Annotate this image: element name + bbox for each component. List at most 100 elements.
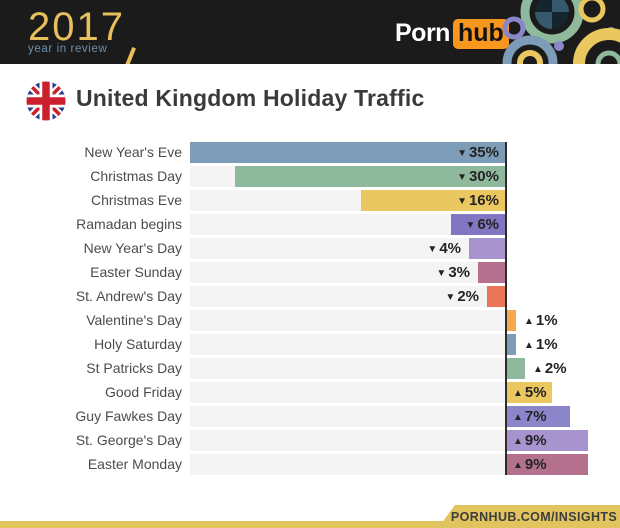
- category-label: Ramadan begins: [76, 216, 182, 232]
- triangle-up-icon: ▲: [524, 315, 534, 327]
- footer-strip: [0, 521, 620, 528]
- triangle-up-icon: ▲: [533, 363, 543, 375]
- bar-track: ▼ 4%: [190, 238, 505, 259]
- chart-row: Christmas Day ▼ 30%: [0, 166, 620, 187]
- value-label: ▼ 35%: [457, 144, 499, 161]
- category-label: Easter Sunday: [90, 264, 182, 280]
- triangle-up-icon: ▲: [513, 459, 523, 471]
- triangle-down-icon: ▼: [457, 147, 467, 159]
- bar: [487, 286, 505, 307]
- bar: [507, 310, 516, 331]
- chart-rows: New Year's Eve ▼ 35% Christmas Day ▼ 30% Chris…: [0, 142, 620, 475]
- bar: [507, 358, 525, 379]
- positive-area: [507, 214, 620, 235]
- bar: [469, 238, 505, 259]
- bar-track: [190, 310, 505, 331]
- value-label: ▲ 1%: [524, 312, 558, 329]
- chart-row: New Year's Eve ▼ 35%: [0, 142, 620, 163]
- bar: [507, 334, 516, 355]
- bar-track: [190, 406, 505, 427]
- chart-row: Valentine's Day ▲ 1%: [0, 310, 620, 331]
- bar-track: ▼ 30%: [190, 166, 505, 187]
- title-section: United Kingdom Holiday Traffic: [0, 78, 620, 126]
- positive-area: [507, 238, 620, 259]
- bar: [507, 406, 570, 427]
- value-label: ▼ 4%: [427, 240, 461, 257]
- positive-area: ▲ 9%: [507, 430, 620, 451]
- chart-row: Christmas Eve ▼ 16%: [0, 190, 620, 211]
- zero-axis-line: [505, 142, 507, 475]
- value-label: ▲ 9%: [513, 456, 547, 473]
- holiday-traffic-chart: New Year's Eve ▼ 35% Christmas Day ▼ 30% Chris…: [0, 142, 620, 478]
- chart-row: Easter Monday ▲ 9%: [0, 454, 620, 475]
- chart-row: St. George's Day ▲ 9%: [0, 430, 620, 451]
- triangle-up-icon: ▲: [513, 387, 523, 399]
- triangle-down-icon: ▼: [465, 219, 476, 231]
- category-label: St. George's Day: [75, 432, 182, 448]
- triangle-down-icon: ▼: [445, 291, 456, 303]
- bar: [507, 454, 588, 475]
- category-label: Guy Fawkes Day: [75, 408, 182, 424]
- decorative-circles: [502, 0, 620, 64]
- chart-row: St Patricks Day ▲ 2%: [0, 358, 620, 379]
- bar: [451, 214, 505, 235]
- seven-tail-decoration: [124, 47, 136, 64]
- value-label: ▲ 9%: [513, 432, 547, 449]
- triangle-up-icon: ▲: [513, 411, 523, 423]
- pornhub-logo: Porn hub: [395, 19, 509, 49]
- value-label: ▼ 2%: [445, 288, 479, 305]
- value-label: ▼ 3%: [436, 264, 470, 281]
- brand-porn-text: Porn: [395, 19, 450, 47]
- footer-site-tab: PORNHUB.COM/INSIGHTS: [438, 505, 620, 528]
- triangle-up-icon: ▲: [513, 435, 523, 447]
- value-label: ▲ 1%: [524, 336, 558, 353]
- bar-track: [190, 454, 505, 475]
- value-label: ▼ 16%: [457, 192, 499, 209]
- bar-track: ▼ 6%: [190, 214, 505, 235]
- chart-row: New Year's Day ▼ 4%: [0, 238, 620, 259]
- bar-track: [190, 382, 505, 403]
- brand-hub-text: hub: [452, 19, 509, 49]
- category-label: New Year's Day: [83, 240, 182, 256]
- positive-area: [507, 190, 620, 211]
- chart-row: Easter Sunday ▼ 3%: [0, 262, 620, 283]
- chart-row: Ramadan begins ▼ 6%: [0, 214, 620, 235]
- value-label: ▲ 2%: [533, 360, 567, 377]
- positive-area: [507, 286, 620, 307]
- category-label: Christmas Eve: [90, 192, 182, 208]
- category-label: Christmas Day: [90, 168, 182, 184]
- bar: [361, 190, 505, 211]
- category-label: Valentine's Day: [86, 312, 182, 328]
- year-in-review-logo: 2017 year in review: [28, 5, 136, 64]
- bar: [478, 262, 505, 283]
- year-text: 2017: [28, 5, 125, 49]
- positive-area: ▲ 1%: [507, 334, 620, 355]
- category-label: New Year's Eve: [84, 144, 182, 160]
- chart-row: Guy Fawkes Day ▲ 7%: [0, 406, 620, 427]
- triangle-down-icon: ▼: [427, 243, 438, 255]
- bar-track: ▼ 3%: [190, 262, 505, 283]
- bar-track: [190, 358, 505, 379]
- positive-area: ▲ 5%: [507, 382, 620, 403]
- category-label: St. Andrew's Day: [75, 288, 182, 304]
- positive-area: ▲ 2%: [507, 358, 620, 379]
- value-label: ▲ 7%: [513, 408, 547, 425]
- bar-track: ▼ 2%: [190, 286, 505, 307]
- positive-area: [507, 262, 620, 283]
- header-bar: 2017 year in review Porn hub: [0, 0, 620, 64]
- triangle-down-icon: ▼: [457, 195, 467, 207]
- value-label: ▼ 6%: [465, 216, 499, 233]
- category-label: Holy Saturday: [94, 336, 182, 352]
- bar: [507, 382, 552, 403]
- positive-area: ▲ 1%: [507, 310, 620, 331]
- bar-track: [190, 430, 505, 451]
- bar: [507, 430, 588, 451]
- positive-area: [507, 142, 620, 163]
- bar-track: [190, 334, 505, 355]
- chart-row: St. Andrew's Day ▼ 2%: [0, 286, 620, 307]
- uk-flag-icon: [26, 81, 66, 121]
- value-label: ▲ 5%: [513, 384, 547, 401]
- value-label: ▼ 30%: [457, 168, 499, 185]
- bar-track: ▼ 16%: [190, 190, 505, 211]
- bar-track: ▼ 35%: [190, 142, 505, 163]
